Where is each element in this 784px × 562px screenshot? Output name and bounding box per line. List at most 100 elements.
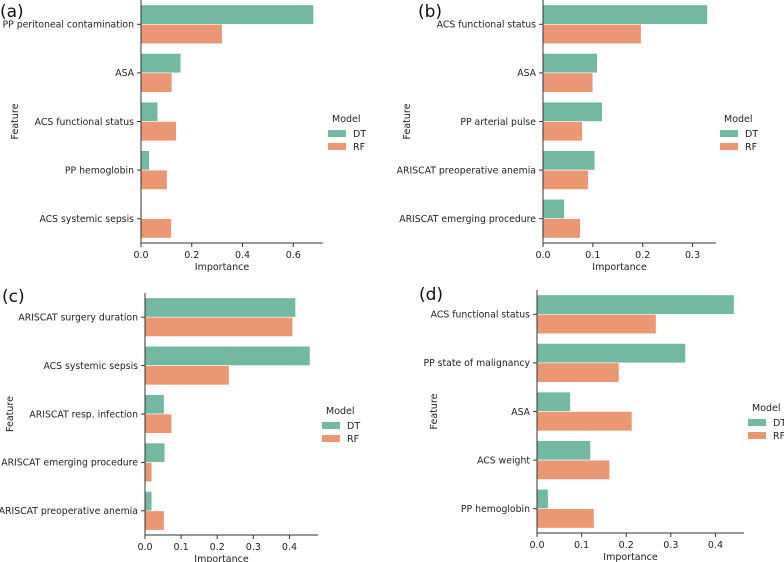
legend-swatch-rf <box>720 143 738 150</box>
x-tick-label: 0.3 <box>685 250 700 261</box>
bar-rf <box>144 316 294 337</box>
bar-rf <box>542 218 581 239</box>
x-tick-label: 0.2 <box>210 542 225 553</box>
category-label: ARISCAT emerging procedure <box>399 214 536 225</box>
bar-dt <box>144 345 311 366</box>
bar-rf <box>144 462 153 483</box>
legend-label-dt: DT <box>745 129 758 140</box>
category-label: ARISCAT preoperative anemia <box>0 506 138 517</box>
category-label: ACS systemic sepsis <box>43 361 138 372</box>
bar-rf <box>144 510 165 531</box>
panel-b: ACS functional status ASA PP arterial puls… <box>397 0 758 273</box>
bar-dt <box>542 101 603 122</box>
category-label: ASA <box>115 68 134 79</box>
x-tick-label: 0.4 <box>235 250 250 261</box>
x-axis-label: Importance <box>592 262 647 273</box>
bar-rf <box>144 365 230 386</box>
legend-label-rf: RF <box>347 434 359 445</box>
x-axis-label: Importance <box>194 554 249 562</box>
x-tick-label: 0.0 <box>529 540 544 551</box>
panel-letter: (d) <box>419 285 443 305</box>
bar-dt <box>140 150 150 171</box>
category-label: ARISCAT preoperative anemia <box>397 165 536 176</box>
bar-dt <box>144 297 296 318</box>
y-axis-label: Feature <box>10 103 21 139</box>
bar-dt <box>144 394 165 415</box>
x-tick-label: 0.4 <box>282 542 297 553</box>
bar-dt <box>542 150 596 171</box>
y-axis-label: Feature <box>429 393 440 429</box>
bar-rf <box>140 23 223 45</box>
category-label: ARISCAT emerging procedure <box>1 458 138 469</box>
bar-rf <box>536 508 595 529</box>
bar-rf <box>536 459 611 480</box>
legend-label-dt: DT <box>353 129 366 140</box>
legend-title: Model <box>724 114 753 125</box>
legend-label-rf: RF <box>773 431 784 442</box>
bar-dt <box>536 488 549 510</box>
bar-rf <box>542 121 583 142</box>
bar-rf <box>542 72 594 93</box>
x-tick-label: 0.4 <box>708 540 723 551</box>
bar-rf <box>140 121 177 142</box>
x-tick-label: 0.1 <box>174 542 189 553</box>
bar-rf <box>140 72 173 93</box>
bar-dt <box>542 198 565 219</box>
category-label: PP peritoneal contamination <box>3 20 135 31</box>
bar-dt <box>536 391 571 412</box>
bar-dt <box>144 491 153 512</box>
x-tick-label: 0.3 <box>663 540 678 551</box>
legend: Model DT RF <box>328 114 366 153</box>
x-axis-label: Importance <box>195 262 250 273</box>
category-label: ACS functional status <box>431 310 530 321</box>
bar-rf <box>536 362 620 383</box>
panel-a: PP peritoneal contamination ASA ACS functi… <box>0 0 366 273</box>
category-label: ASA <box>511 407 530 418</box>
x-tick-label: 0.1 <box>574 540 589 551</box>
category-label: ACS functional status <box>35 117 134 128</box>
x-tick-label: 0.6 <box>286 250 301 261</box>
legend-swatch-rf <box>322 435 340 442</box>
y-axis-label: Feature <box>402 103 413 139</box>
bar-rf <box>536 411 633 432</box>
panel-letter: (c) <box>2 287 25 307</box>
legend-label-dt: DT <box>347 421 360 432</box>
bar-rf <box>536 313 657 335</box>
panel-letter: (b) <box>418 2 442 22</box>
x-axis-label: Importance <box>603 552 658 562</box>
bar-dt <box>536 440 591 461</box>
bar-dt <box>542 53 598 74</box>
bar-rf <box>140 169 168 190</box>
x-tick-label: 0.3 <box>246 542 261 553</box>
category-label: PP state of malignancy <box>423 358 530 369</box>
category-label: ARISCAT resp. infection <box>29 409 138 420</box>
legend: Model DT RF <box>748 403 784 442</box>
bar-dt <box>140 4 314 25</box>
category-label: ACS weight <box>477 455 530 466</box>
category-label: PP hemoglobin <box>461 504 530 515</box>
legend: Model DT RF <box>720 114 758 153</box>
bar-rf <box>542 169 589 190</box>
legend-swatch-rf <box>328 143 346 150</box>
category-label: ACS systemic sepsis <box>39 214 134 225</box>
legend-swatch-rf <box>748 432 766 439</box>
bar-dt <box>542 4 708 25</box>
bar-dt <box>144 442 166 463</box>
x-tick-label: 0.1 <box>585 250 600 261</box>
legend-title: Model <box>326 406 355 417</box>
x-tick-label: 0.0 <box>137 542 152 553</box>
x-tick-label: 0.2 <box>635 250 650 261</box>
x-tick-label: 0.0 <box>133 250 148 261</box>
legend-swatch-dt <box>328 130 346 137</box>
legend-title: Model <box>332 114 361 125</box>
panel-letter: (a) <box>0 2 24 22</box>
legend-label-dt: DT <box>773 418 784 429</box>
panel-d: ACS functional status PP state of maligna… <box>419 285 784 562</box>
x-tick-label: 0.2 <box>619 540 634 551</box>
legend-swatch-dt <box>322 422 340 429</box>
legend-label-rf: RF <box>745 142 757 153</box>
bar-dt <box>536 343 686 364</box>
bar-dt <box>140 101 159 122</box>
legend-label-rf: RF <box>353 142 365 153</box>
